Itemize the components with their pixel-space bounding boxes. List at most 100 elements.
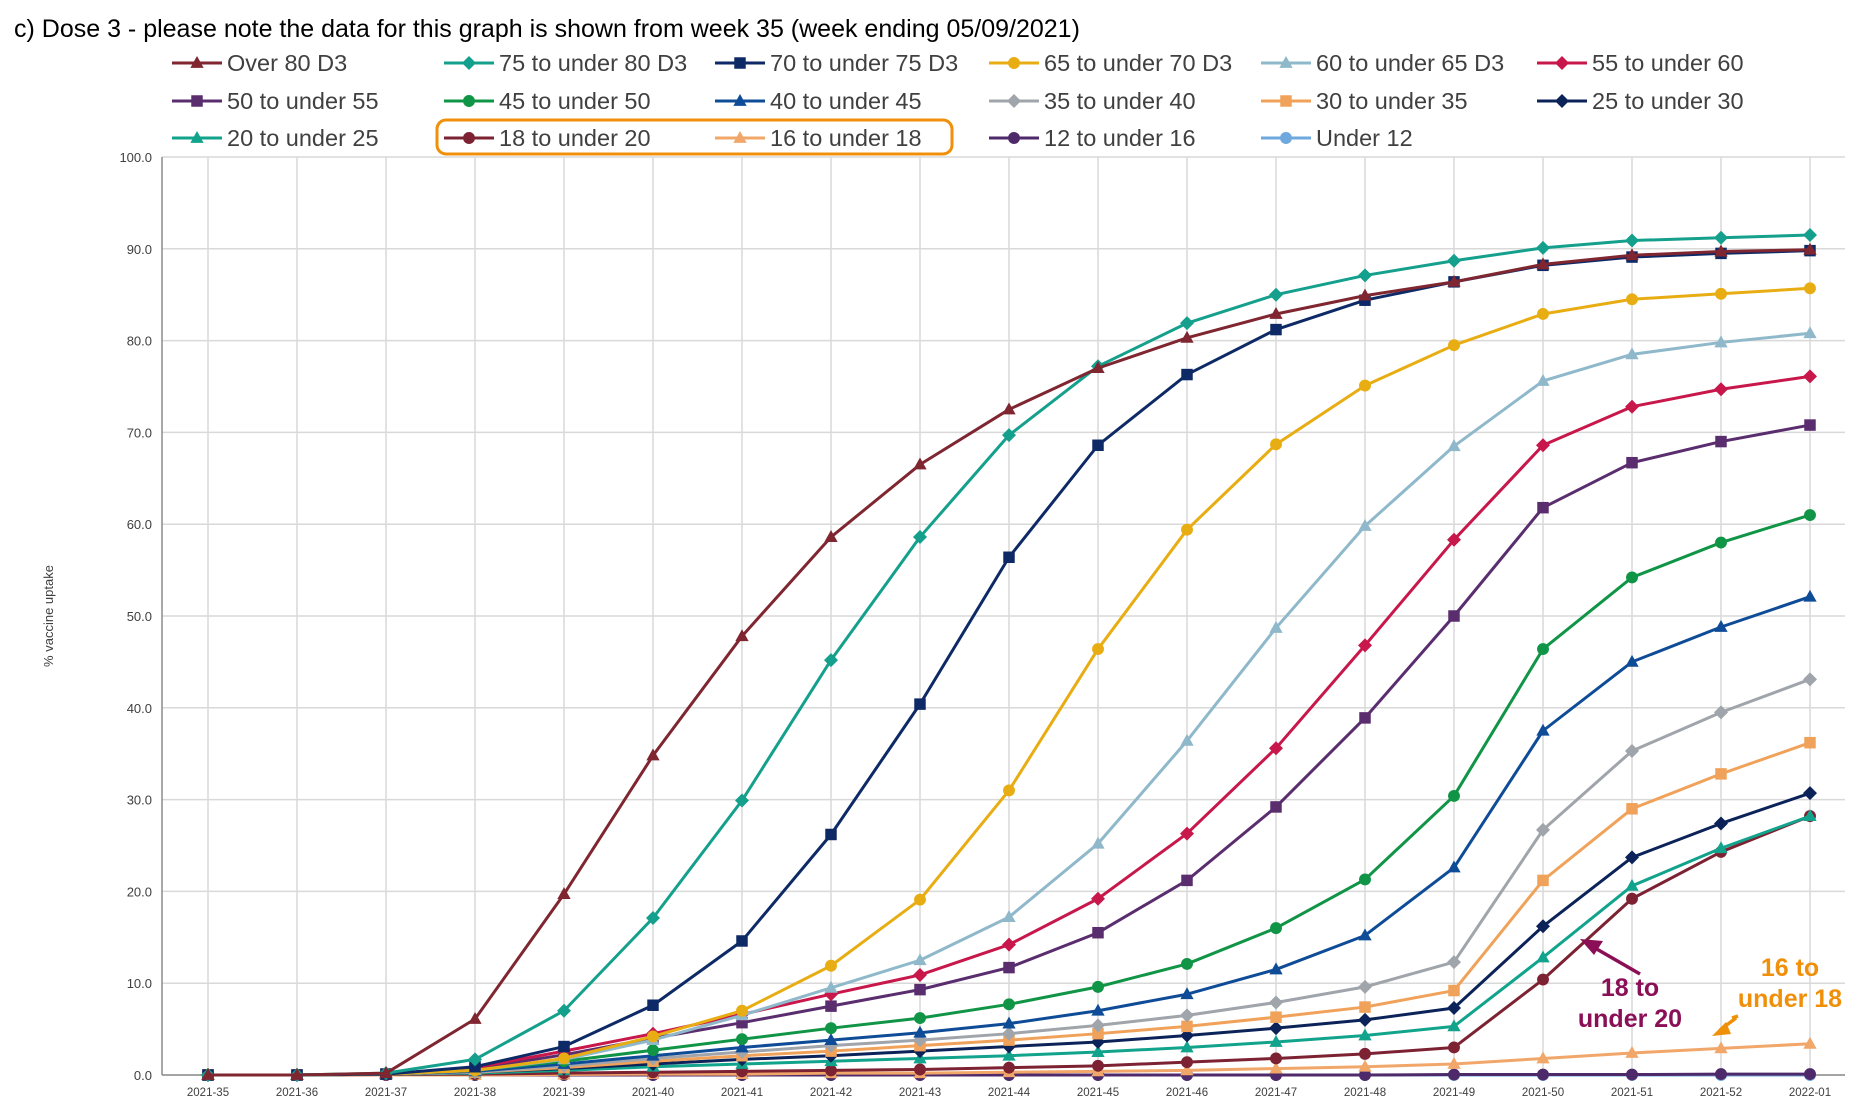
series-over-80-d3 (201, 242, 1817, 1080)
y-tick-label: 100.0 (119, 150, 152, 165)
data-point-65-to-under-70-d3 (1003, 784, 1015, 797)
data-point-65-to-under-70-d3 (1804, 282, 1816, 295)
data-point-50-to-under-55 (1804, 419, 1816, 431)
data-point-60-to-under-65-d3 (1536, 373, 1550, 386)
x-tick-label: 2021-37 (365, 1087, 407, 1099)
data-point-65-to-under-70-d3 (1537, 308, 1549, 320)
data-point-18-to-under-20 (1003, 1061, 1015, 1074)
data-point-50-to-under-55 (1626, 456, 1638, 469)
data-point-40-to-under-45 (1714, 620, 1728, 632)
data-point-75-to-under-80-d3 (1536, 240, 1550, 255)
legend-marker (733, 94, 747, 106)
data-point-20-to-under-25 (1091, 1045, 1105, 1057)
legend-marker (463, 95, 475, 107)
data-point-60-to-under-65-d3 (1180, 733, 1194, 746)
data-point-40-to-under-45 (1269, 962, 1283, 975)
data-point-75-to-under-80-d3 (913, 530, 927, 545)
legend-label: 12 to under 16 (1044, 125, 1196, 151)
annotation-text: under 20 (1578, 1005, 1682, 1033)
data-point-over-80-d3 (1625, 248, 1639, 261)
data-point-over-80-d3 (1536, 257, 1550, 270)
data-point-18-to-under-20 (1537, 973, 1549, 986)
legend: Over 80 D3 75 to under 80 D3 70 to under 7… (172, 50, 1744, 156)
data-point-65-to-under-70-d3 (736, 1004, 748, 1017)
data-point-65-to-under-70-d3 (1359, 379, 1371, 392)
data-point-75-to-under-80-d3 (1803, 228, 1817, 243)
data-point-45-to-under-50 (825, 1022, 837, 1035)
data-point-65-to-under-70-d3 (1181, 523, 1193, 536)
data-point-40-to-under-45 (735, 1040, 749, 1053)
legend-label: Over 80 D3 (227, 50, 347, 76)
data-point-16-to-under-18 (1180, 1063, 1194, 1076)
series-lines (201, 228, 1817, 1082)
data-point-55-to-under-60 (1803, 369, 1817, 384)
data-point-40-to-under-45 (913, 1025, 927, 1038)
data-point-50-to-under-55 (825, 1000, 837, 1012)
data-point-25-to-under-30 (1625, 850, 1639, 865)
data-point-45-to-under-50 (1804, 509, 1816, 521)
x-tick-label: 2021-36 (276, 1087, 318, 1099)
legend-label: 25 to under 30 (1592, 88, 1744, 114)
data-point-18-to-under-20 (1448, 1041, 1460, 1054)
data-point-75-to-under-80-d3 (646, 911, 660, 926)
legend-marker (463, 132, 475, 144)
data-point-20-to-under-25 (1180, 1040, 1194, 1053)
x-tick-label: 2021-46 (1166, 1087, 1208, 1099)
legend-label: 60 to under 65 D3 (1316, 50, 1504, 76)
data-point-18-to-under-20 (1181, 1056, 1193, 1069)
data-point-20-to-under-25 (1714, 841, 1728, 854)
data-point-18-to-under-20 (1092, 1059, 1104, 1072)
data-point-25-to-under-30 (1358, 1012, 1372, 1027)
legend-marker (1008, 132, 1020, 144)
data-point-30-to-under-35 (1537, 874, 1549, 887)
data-point-12-to-under-16 (1359, 1069, 1371, 1081)
data-point-over-80-d3 (824, 530, 838, 542)
data-point-55-to-under-60 (1358, 638, 1372, 653)
data-point-70-to-under-75-d3 (1003, 551, 1015, 563)
data-point-45-to-under-50 (1537, 643, 1549, 655)
data-point-75-to-under-80-d3 (824, 653, 838, 668)
legend-item-40-to-under-45: 40 to under 45 (715, 88, 922, 114)
data-point-45-to-under-50 (1626, 571, 1638, 584)
data-point-75-to-under-80-d3 (1358, 268, 1372, 283)
legend-highlight-box (435, 118, 954, 156)
data-point-over-80-d3 (1358, 288, 1372, 301)
data-point-over-80-d3 (1002, 402, 1016, 415)
data-point-60-to-under-65-d3 (1269, 620, 1283, 633)
data-point-16-to-under-18 (1447, 1056, 1461, 1069)
y-tick-label: 80.0 (127, 334, 152, 349)
legend-item-16-to-under-18: 16 to under 18 (715, 125, 922, 151)
legend-marker (1555, 56, 1569, 70)
data-point-40-to-under-45 (1803, 589, 1817, 602)
data-point-over-80-d3 (1269, 306, 1283, 319)
y-tick-label: 0.0 (134, 1068, 152, 1083)
data-point-65-to-under-70-d3 (1715, 287, 1727, 300)
data-point-35-to-under-40 (1714, 705, 1728, 720)
data-point-16-to-under-18 (1714, 1041, 1728, 1054)
data-point-20-to-under-25 (1536, 950, 1550, 963)
x-tick-label: 2021-41 (721, 1087, 763, 1099)
data-point-70-to-under-75-d3 (914, 698, 926, 710)
data-point-65-to-under-70-d3 (647, 1030, 659, 1043)
y-tick-label: 10.0 (127, 976, 152, 991)
legend-item-35-to-under-40: 35 to under 40 (989, 88, 1196, 114)
legend-marker (1280, 95, 1292, 107)
legend-marker (1279, 56, 1293, 68)
data-point-20-to-under-25 (1447, 1019, 1461, 1032)
data-point-40-to-under-45 (824, 1033, 838, 1046)
data-point-45-to-under-50 (1003, 998, 1015, 1011)
legend-marker (191, 95, 203, 107)
data-point-30-to-under-35 (1181, 1020, 1193, 1033)
chart-title: c) Dose 3 - please note the data for thi… (14, 15, 1080, 43)
data-point-65-to-under-70-d3 (558, 1052, 570, 1065)
data-point-65-to-under-70-d3 (914, 893, 926, 906)
x-tick-label: 2021-39 (543, 1087, 585, 1099)
data-point-55-to-under-60 (1002, 937, 1016, 952)
data-point-35-to-under-40 (1803, 672, 1817, 687)
data-point-20-to-under-25 (1358, 1028, 1372, 1041)
legend-label: Under 12 (1316, 125, 1413, 151)
data-point-75-to-under-80-d3 (468, 1052, 482, 1067)
x-tick-label: 2021-49 (1433, 1087, 1475, 1099)
data-point-60-to-under-65-d3 (1002, 910, 1016, 923)
